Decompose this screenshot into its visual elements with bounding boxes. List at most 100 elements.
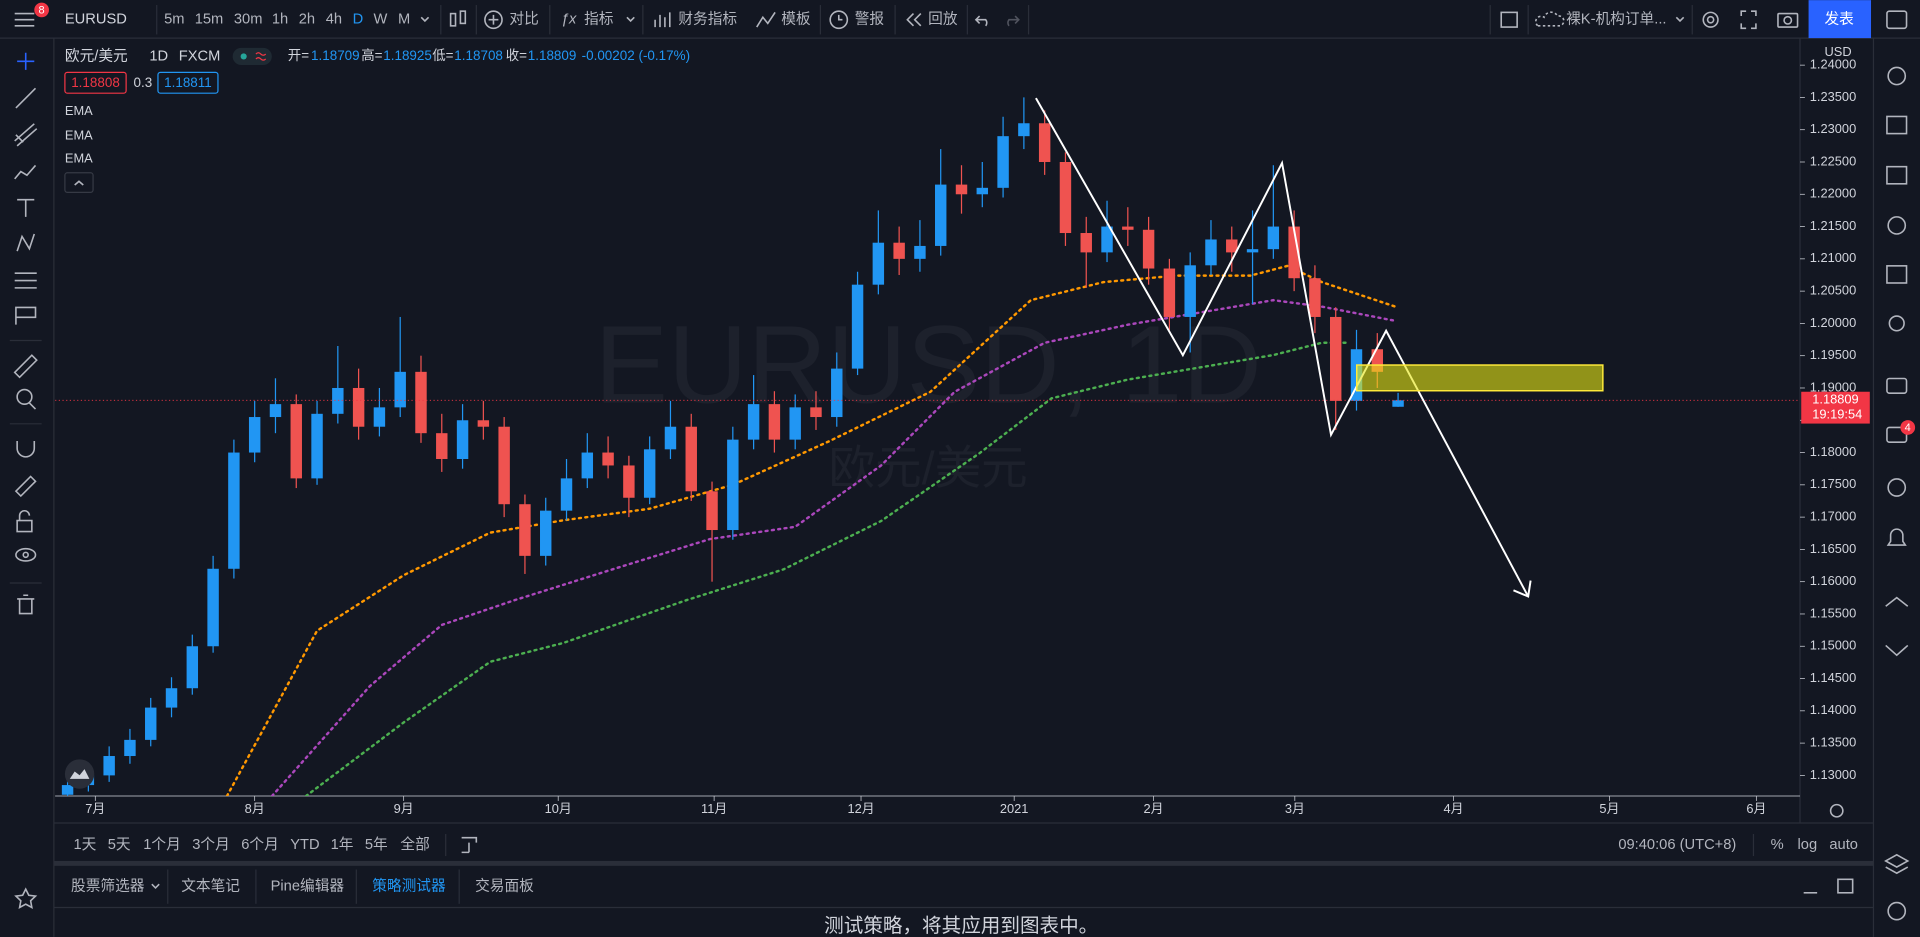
watchlist[interactable] [1886,10,1908,30]
tab[interactable]: 交易面板 [475,877,534,895]
indicator-name[interactable]: EMA [65,103,93,118]
pattern-tool[interactable] [14,164,37,180]
chats[interactable] [1886,377,1908,394]
indicator-name[interactable]: EMA [65,151,93,166]
buy-button[interactable] [157,71,219,94]
candle-body [893,242,905,259]
interval[interactable]: 30m [234,12,263,28]
fullscreen-button[interactable] [1740,10,1757,30]
auto-toggle[interactable]: auto [1829,837,1858,853]
rectangle-drawing[interactable] [1356,364,1604,392]
help[interactable] [1887,901,1907,921]
visibility-tool[interactable] [15,547,37,562]
settings-button[interactable] [1702,11,1719,28]
dropdown[interactable] [420,16,430,23]
hotlists[interactable] [1887,216,1907,235]
interval[interactable]: M [398,12,410,28]
dropdown[interactable] [1675,16,1685,23]
percent-toggle[interactable]: % [1771,837,1784,853]
undo-button[interactable] [974,15,988,27]
range-button[interactable]: 1个月 [143,836,181,853]
text-tool[interactable] [17,198,35,217]
range-button[interactable]: 3个月 [192,836,230,853]
maximize-panel[interactable] [1837,878,1854,894]
data-delay-icon [255,52,267,61]
prediction-tool[interactable] [16,233,36,252]
redo-button[interactable] [1007,15,1020,27]
interval[interactable]: 2h [299,12,315,28]
icons-tool[interactable] [15,306,37,325]
delete-tool[interactable] [17,594,35,615]
alert-button[interactable]: 警报 [855,11,885,28]
indicators-button[interactable]: 指标 [584,11,614,28]
interval[interactable]: 1h [272,12,288,28]
financials-button[interactable]: 财务指标 [678,11,737,28]
compare-button[interactable]: 对比 [509,11,538,28]
log-toggle[interactable]: log [1798,837,1818,853]
dropdown[interactable] [626,16,635,23]
dom-panel[interactable] [1885,644,1909,657]
templates-button[interactable]: 模板 [781,10,811,28]
indicator-name[interactable]: EMA [65,127,93,142]
alerts-panel[interactable] [1887,66,1907,86]
y-tick-label: 1.16500 [1810,541,1856,556]
chart-logo[interactable] [64,759,95,789]
tab-active[interactable]: 策略测试器 [372,878,446,895]
menu-button[interactable] [14,12,35,27]
crosshair-tool[interactable] [17,52,35,70]
data-window[interactable] [1886,165,1908,185]
tab[interactable]: 股票筛选器 [71,878,145,895]
open-value: 1.18709 [311,48,360,63]
interval[interactable]: W [373,12,387,28]
range-button[interactable]: 5天 [108,837,131,853]
magnet-tool[interactable] [16,440,36,458]
shapes-tool[interactable] [14,272,37,289]
symbol-name[interactable]: 欧元/美元 [65,47,128,64]
ask-price: 1.18811 [164,75,212,90]
range-button[interactable]: 1年 [331,836,354,853]
interval[interactable]: 15m [195,12,224,28]
tab[interactable]: Pine编辑器 [271,878,345,895]
collapse-legend[interactable] [64,172,94,193]
candle-body [1163,268,1176,317]
range-button[interactable]: 全部 [400,835,429,853]
chart-type-button[interactable] [449,10,467,27]
sell-button[interactable] [64,71,127,94]
news-panel[interactable] [1886,115,1908,135]
range-button[interactable]: 5年 [365,836,388,853]
layout-name[interactable]: 裸K-机构订单... [1566,11,1666,28]
line-tool[interactable] [15,87,37,109]
streams[interactable] [1887,478,1907,497]
measure-tool[interactable] [13,354,38,379]
screenshot-button[interactable] [1777,12,1799,28]
lock-tool[interactable] [16,519,33,533]
symbol[interactable]: EURUSD [65,12,127,28]
layout-button[interactable] [1500,11,1518,28]
tab[interactable]: 文本笔记 [181,878,240,895]
x-tick-label: 3月 [1285,801,1305,816]
candle-body [1059,161,1072,234]
dropdown[interactable] [151,883,160,890]
messages[interactable] [1886,426,1908,443]
favorites[interactable] [14,887,38,909]
fib-tool[interactable] [14,123,38,147]
x-tick-label: 7月 [85,801,105,816]
replay-button[interactable]: 回放 [928,11,958,28]
publish-button[interactable] [1808,0,1872,39]
range-button[interactable]: 1天 [73,837,96,853]
interval-active[interactable]: D [353,12,364,28]
right-toolbar: 4 [1884,10,1916,921]
trading-panel[interactable] [1885,596,1909,607]
ideas[interactable] [1888,315,1905,332]
axis-settings[interactable] [1829,803,1844,818]
zoom-tool[interactable] [16,388,33,406]
interval[interactable]: 5m [164,12,184,28]
calendar[interactable] [1886,265,1908,284]
object-tree[interactable] [1884,853,1910,875]
notifications[interactable] [1886,528,1907,546]
interval[interactable]: 4h [326,12,342,28]
goto-date[interactable] [461,836,478,854]
range-button[interactable]: YTD [290,837,319,853]
draw-mode-tool[interactable] [14,475,37,498]
range-button[interactable]: 6个月 [241,836,279,853]
